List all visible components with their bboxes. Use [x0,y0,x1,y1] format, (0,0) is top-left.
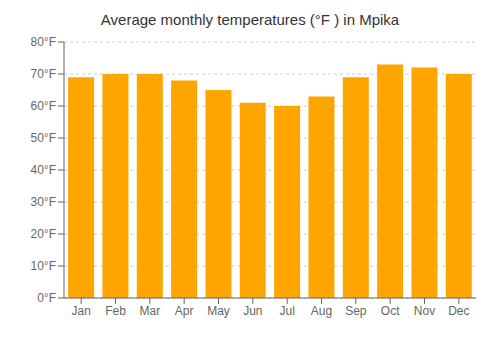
svg-text:May: May [207,304,230,318]
svg-text:40°F: 40°F [31,163,56,177]
svg-text:80°F: 80°F [31,35,56,49]
svg-text:Aug: Aug [311,304,332,318]
svg-text:Sep: Sep [345,304,367,318]
svg-text:20°F: 20°F [31,227,56,241]
svg-text:60°F: 60°F [31,99,56,113]
svg-text:Jan: Jan [71,304,90,318]
svg-text:50°F: 50°F [31,131,56,145]
svg-text:Oct: Oct [381,304,400,318]
html-text:Average monthly temperatures (: Average monthly temperatures (°F ) in Mp… [100,11,400,28]
svg-text:0°F: 0°F [37,291,56,305]
svg-text:Jun: Jun [243,304,262,318]
svg-text:Jul: Jul [279,304,294,318]
svg-text:Dec: Dec [448,304,469,318]
svg-text:10°F: 10°F [31,259,56,273]
svg-text:Feb: Feb [105,304,126,318]
svg-text:Apr: Apr [175,304,194,318]
svg-text:Mar: Mar [139,304,160,318]
svg-text:Nov: Nov [414,304,435,318]
svg-text:30°F: 30°F [31,195,56,209]
svg-text:70°F: 70°F [31,67,56,81]
